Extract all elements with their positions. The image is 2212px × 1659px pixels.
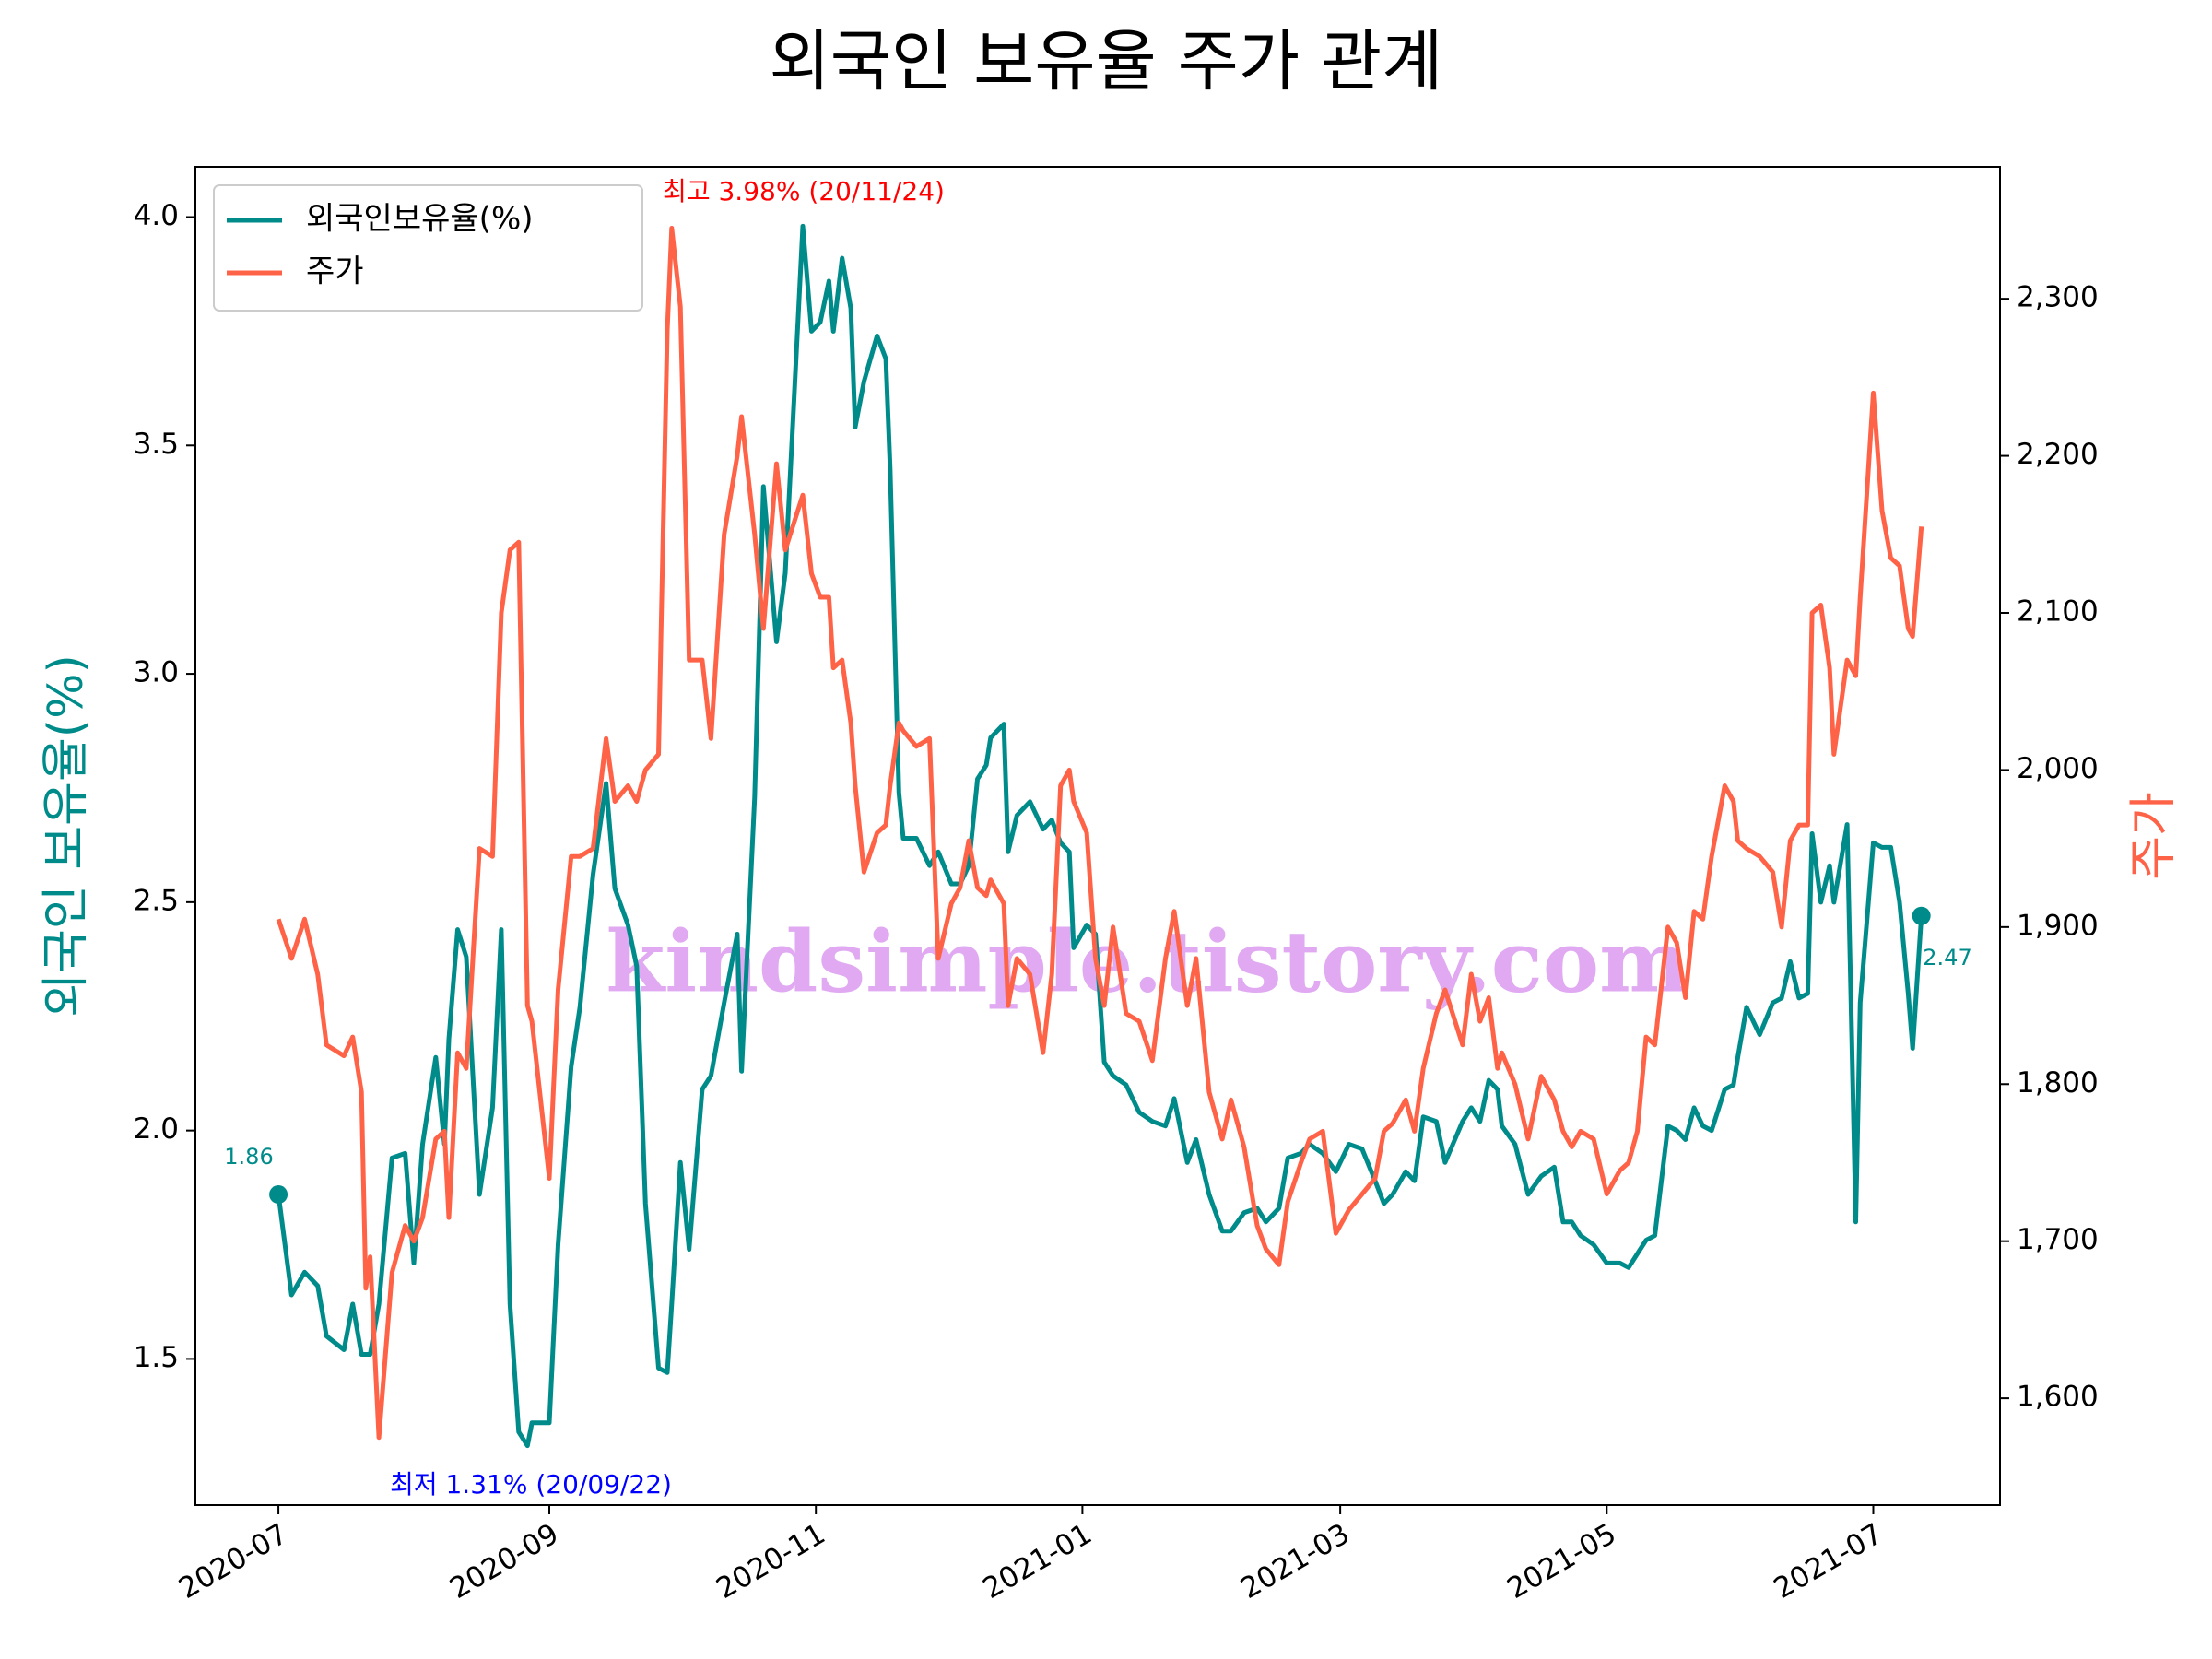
y-tick-label: 2.0: [134, 1112, 179, 1146]
annotation: 최고 3.98% (20/11/24): [663, 176, 945, 206]
y2-tick-label: 1,800: [2017, 1066, 2099, 1100]
legend-label: 주가: [306, 253, 364, 290]
x-tick-label: 2021-05: [1501, 1517, 1621, 1606]
x-tick-label: 2021-07: [1769, 1517, 1888, 1606]
chart-title: 외국인 보유율 주가 관계: [769, 23, 1442, 100]
plot-frame: [194, 166, 2001, 1506]
y-tick-label: 1.5: [134, 1341, 179, 1374]
endpoint-marker: [1912, 906, 1931, 925]
x-tick-label: 2021-01: [977, 1517, 1097, 1606]
y2-tick-label: 2,200: [2017, 438, 2099, 471]
watermark: kindsimple.tistory.com: [606, 912, 1688, 1012]
endpoint-marker: [269, 1185, 288, 1205]
y-tick-label: 3.0: [134, 656, 179, 689]
y2-tick-label: 2,300: [2017, 281, 2099, 314]
y2-tick-label: 1,700: [2017, 1223, 2099, 1256]
x-tick-label: 2020-07: [173, 1517, 293, 1606]
y2-tick-label: 1,600: [2017, 1381, 2099, 1414]
y-axis-label: 외국인 보유율(%): [39, 654, 94, 1018]
y2-axis-label: 주가: [2126, 792, 2182, 880]
y-tick-label: 4.0: [134, 199, 179, 232]
legend-box: [213, 184, 643, 312]
y2-tick-label: 2,100: [2017, 595, 2099, 629]
y-tick-label: 3.5: [134, 428, 179, 461]
series-line: [276, 226, 1924, 1441]
legend-label: 외국인보유율(%): [306, 201, 534, 238]
annotation: 최저 1.31% (20/09/22): [390, 1469, 672, 1500]
x-tick-label: 2020-09: [444, 1517, 564, 1606]
y-tick-label: 2.5: [134, 884, 179, 917]
annotation: 1.86: [224, 1144, 273, 1170]
x-tick-label: 2020-11: [711, 1517, 830, 1606]
series-line: [276, 223, 1924, 1449]
y2-tick-label: 1,900: [2017, 909, 2099, 942]
annotation: 2.47: [1923, 945, 1971, 971]
y2-tick-label: 2,000: [2017, 752, 2099, 785]
x-tick-label: 2021-03: [1235, 1517, 1355, 1606]
